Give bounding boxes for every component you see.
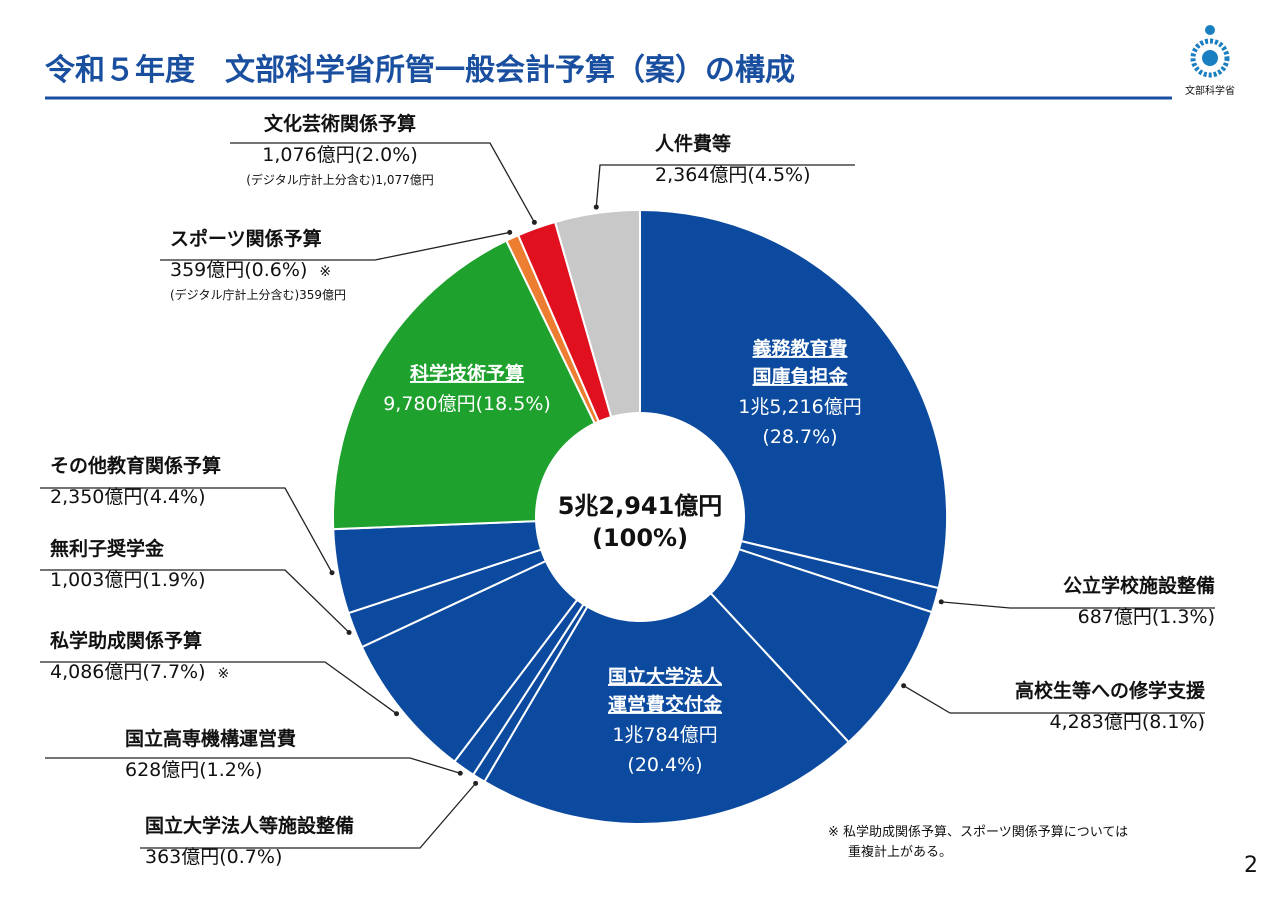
slice-value: 1,076億円(2.0%) (262, 144, 418, 166)
leader-tip (457, 770, 463, 776)
leader-tip (473, 780, 479, 786)
slice-name: 科学技術予算 (410, 362, 524, 385)
logo-text: 文部科学省 (1185, 84, 1235, 97)
leader-line (140, 782, 477, 849)
footnote: ※ 私学助成関係予算、スポーツ関係予算については (828, 824, 1128, 840)
percent-label: (0.7%) (219, 846, 282, 868)
slice-value: 2,364億円(4.5%) (655, 164, 811, 186)
slice-name: 人件費等 (655, 132, 731, 155)
percent-label: (20.4%) (627, 754, 702, 776)
leader-line (903, 685, 1205, 714)
slice-value: 687億円(1.3%) (1078, 606, 1215, 628)
value-label: 1,003億円 (50, 569, 142, 591)
center-label: 5兆2,941億円 (558, 492, 723, 520)
percent-label: (4.5%) (747, 164, 810, 186)
value-label: 1兆5,216億円 (738, 396, 861, 418)
value-label: 9,780億円 (383, 393, 475, 415)
value-label: 2,364億円 (655, 164, 747, 186)
value-label: 1兆784億円 (612, 724, 717, 746)
value-label: 359億円 (170, 259, 244, 281)
slice-value: 363億円(0.7%) (145, 846, 282, 868)
slice-value: 4,283億円(8.1%) (1049, 711, 1205, 733)
page-number: 2 (1244, 853, 1258, 878)
value-label: 628億円 (125, 759, 199, 781)
leader-line (40, 569, 350, 633)
slice-value: 359億円(0.6%) (170, 259, 307, 281)
note-mark: ※ (319, 264, 331, 280)
percent-label: (4.4%) (142, 486, 205, 508)
slice-value: 2,350億円(4.4%) (50, 486, 206, 508)
sub-note: (デジタル庁計上分含む)359億円 (170, 287, 346, 302)
leader-line (45, 757, 461, 774)
slice-name: 文化芸術関係予算 (264, 112, 416, 135)
slice-name: 運営費交付金 (608, 693, 723, 716)
slice-name: 国立高専機構運営費 (125, 727, 296, 750)
value-label: 1,076億円 (262, 144, 354, 166)
percent-label: (18.5%) (476, 393, 551, 415)
slice-value: 9,780億円(18.5%) (383, 393, 551, 415)
leader-line (941, 601, 1215, 609)
value-label: 687億円 (1078, 606, 1152, 628)
percent-label: (0.6%) (244, 259, 307, 281)
footnote: 重複計上がある。 (848, 844, 952, 860)
leader-tip (507, 229, 513, 235)
percent-label: (1.9%) (142, 569, 205, 591)
slice-name: 義務教育費 (752, 337, 847, 360)
percent-label: (1.3%) (1152, 606, 1215, 628)
slice-name: 国庫負担金 (752, 365, 848, 388)
slice-name: 国立大学法人 (608, 665, 723, 688)
slice-name: スポーツ関係予算 (170, 227, 322, 250)
slice-value: 4,086億円(7.7%) (50, 661, 206, 683)
percent-label: (1.2%) (199, 759, 262, 781)
donut-hole (535, 412, 745, 622)
percent-label: (2.0%) (355, 144, 418, 166)
logo (1190, 25, 1230, 78)
sub-note: (デジタル庁計上分含む)1,077億円 (246, 172, 433, 187)
slice-name: 無利子奨学金 (50, 537, 165, 560)
slice-value: 1,003億円(1.9%) (50, 569, 206, 591)
leader-tip (901, 683, 907, 689)
value-label: 2,350億円 (50, 486, 142, 508)
leader-line (230, 142, 535, 223)
leader-line (595, 164, 855, 208)
slice-name: 私学助成関係予算 (50, 629, 202, 652)
value-label: 4,086億円 (50, 661, 142, 683)
leader-line (160, 231, 510, 261)
leader-line (40, 661, 397, 715)
slice-name: 公立学校施設整備 (1063, 574, 1215, 597)
center-label: (100%) (592, 524, 688, 552)
slice (483, 515, 851, 825)
leader-tip (346, 629, 352, 635)
value-label: 4,283億円 (1049, 711, 1141, 733)
leader-line (40, 487, 333, 574)
slice-name: その他教育関係予算 (50, 454, 221, 477)
value-label: 363億円 (145, 846, 219, 868)
leader-tip (593, 204, 599, 210)
title: 令和５年度 文部科学省所管一般会計予算（案）の構成 (45, 53, 795, 88)
leader-tip (531, 219, 537, 225)
leader-tip (394, 711, 400, 717)
slice-value: 628億円(1.2%) (125, 759, 262, 781)
percent-label: (28.7%) (762, 426, 837, 448)
slice-name: 高校生等への修学支援 (1015, 679, 1206, 702)
leader-tip (938, 599, 944, 605)
note-mark: ※ (218, 666, 230, 682)
percent-label: (7.7%) (142, 661, 205, 683)
leader-tip (329, 570, 335, 576)
slice-name: 国立大学法人等施設整備 (145, 814, 354, 837)
percent-label: (8.1%) (1142, 711, 1205, 733)
